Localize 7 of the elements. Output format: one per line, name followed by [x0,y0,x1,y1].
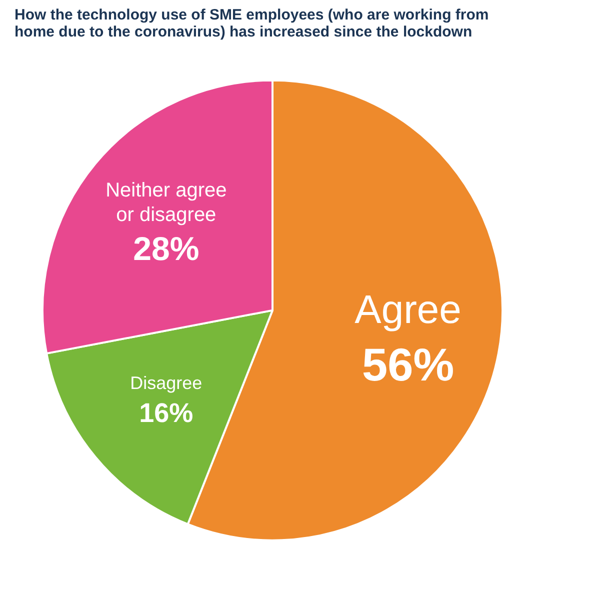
data-label: 56% [362,338,454,390]
data-label: 16% [139,398,194,428]
data-label: 28% [133,230,200,268]
chart-title: How the technology use of SME employees (who are working from home due to the coronavirus) has increased since the lockdown [14,6,489,40]
slice-label: Disagree [130,373,202,394]
slice-label: Neither agree or disagree [106,180,227,226]
slice-label: Agree [354,288,462,332]
